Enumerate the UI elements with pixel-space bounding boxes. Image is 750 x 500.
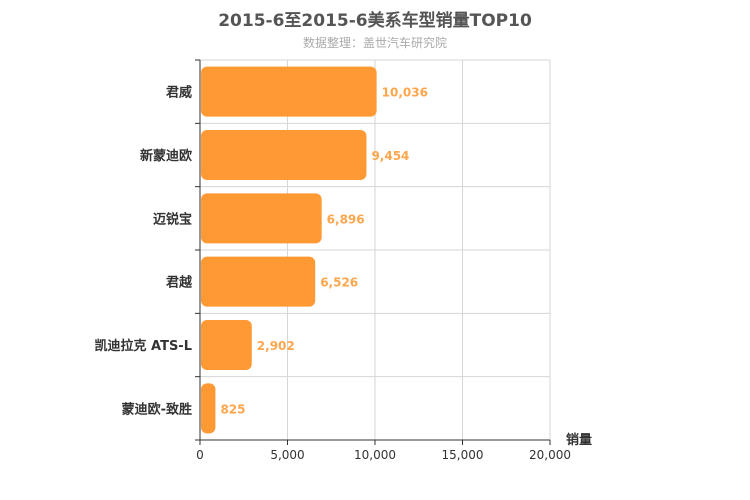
bar (201, 383, 216, 434)
category-label: 凯迪拉克 ATS-L (95, 338, 193, 354)
data-label: 6,526 (320, 276, 358, 290)
category-label: 君威 (166, 85, 192, 101)
bar (201, 320, 252, 370)
data-label: 825 (220, 402, 245, 416)
x-tick-label: 20,000 (529, 448, 571, 462)
chart-subtitle: 数据整理：盖世汽车研究院 (302, 36, 447, 50)
category-label: 新蒙迪欧 (140, 148, 192, 164)
bar (201, 256, 316, 307)
x-tick-label: 15,000 (442, 448, 484, 462)
data-label: 10,036 (382, 86, 428, 100)
x-tick-label: 0 (196, 448, 204, 462)
bar (201, 66, 377, 117)
data-label: 9,454 (371, 149, 409, 163)
data-label: 6,896 (327, 212, 365, 226)
bar (201, 130, 367, 180)
x-axis-title: 销量 (566, 432, 592, 448)
data-label: 2,902 (257, 339, 295, 353)
category-label: 迈锐宝 (153, 211, 192, 227)
category-label: 蒙迪欧-致胜 (122, 401, 192, 417)
x-tick-label: 5,000 (270, 448, 304, 462)
category-label: 君越 (166, 275, 193, 291)
x-tick-label: 10,000 (354, 448, 396, 462)
chart-title: 2015-6至2015-6美系车型销量TOP10 (218, 11, 532, 31)
bar (201, 193, 322, 244)
